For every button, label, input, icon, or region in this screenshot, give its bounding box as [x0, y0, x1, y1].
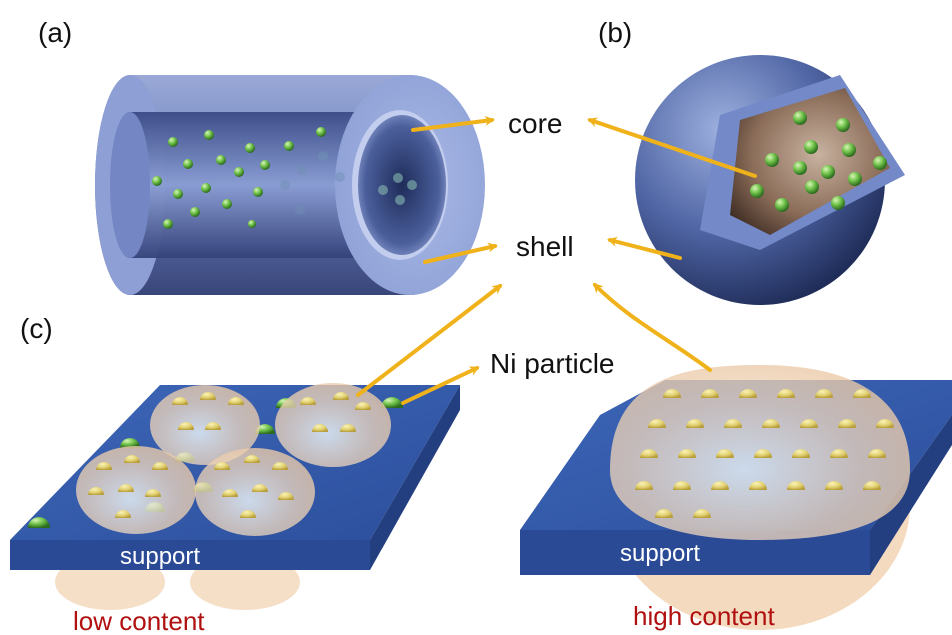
support-label-right: support: [620, 540, 700, 567]
tube-ni-particles: [152, 127, 417, 229]
core-label: core: [508, 108, 562, 139]
arrow-high-shell: [592, 282, 712, 372]
high-content-illustration: support high content: [520, 365, 952, 631]
panel-label-b: (b): [598, 17, 632, 48]
arrow-tube-core: [411, 115, 495, 132]
low-content-caption: low content: [73, 606, 205, 635]
nanotube-illustration: [95, 75, 485, 295]
sphere-ni-particles: [750, 111, 887, 212]
arrow-sphere-shell: [607, 236, 682, 260]
high-content-caption: high content: [633, 601, 775, 631]
dome-particles-right: [635, 389, 894, 518]
arrows: [356, 115, 757, 405]
shell-label: shell: [516, 231, 574, 262]
arrow-sphere-core: [587, 117, 757, 178]
panel-label-c: (c): [20, 313, 53, 344]
arrow-particle: [401, 366, 480, 405]
dome-particles-left: [88, 392, 371, 518]
arrow-tube-shell: [423, 242, 498, 264]
ni-particle-label: Ni particle: [490, 348, 614, 379]
sphere-illustration: [635, 55, 905, 305]
panel-label-a: (a): [38, 17, 72, 48]
low-content-illustration: support low content: [10, 383, 460, 635]
arrow-dome-shell: [356, 284, 503, 397]
support-label-left: support: [120, 543, 200, 570]
